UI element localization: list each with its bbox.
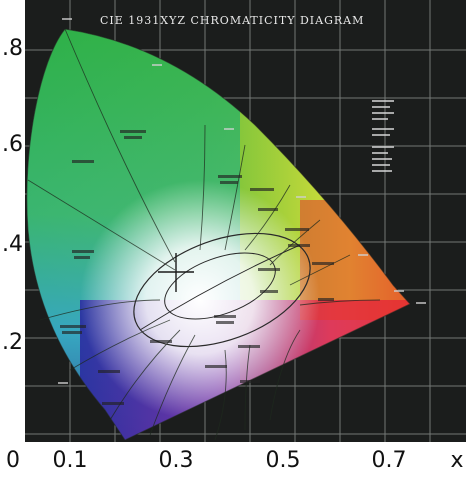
region-label-marks <box>60 130 334 405</box>
x-tick-0: 0 <box>6 448 20 473</box>
legend-marks <box>372 100 394 172</box>
x-tick-0.7: 0.7 <box>371 448 407 473</box>
diagram-title: CIE 1931XYZ CHROMATICITY DIAGRAM <box>100 14 365 27</box>
x-tick-0.3: 0.3 <box>158 448 194 473</box>
x-axis-label: x <box>450 448 464 473</box>
spectral-locus-outline <box>26 28 411 441</box>
y-tick-0.2: .2 <box>2 330 23 355</box>
inner-ellipse <box>164 252 276 320</box>
y-tick-0.4: .4 <box>2 232 23 257</box>
white-point-crosshair <box>158 253 194 292</box>
y-tick-0.6: .6 <box>2 132 23 157</box>
y-tick-0.8: .8 <box>2 36 23 61</box>
x-tick-0.1: 0.1 <box>52 448 88 473</box>
region-boundaries <box>27 28 381 441</box>
wavelength-markers <box>58 18 426 384</box>
outer-ellipse <box>133 232 311 348</box>
planckian-locus <box>139 244 301 331</box>
x-tick-0.5: 0.5 <box>265 448 301 473</box>
